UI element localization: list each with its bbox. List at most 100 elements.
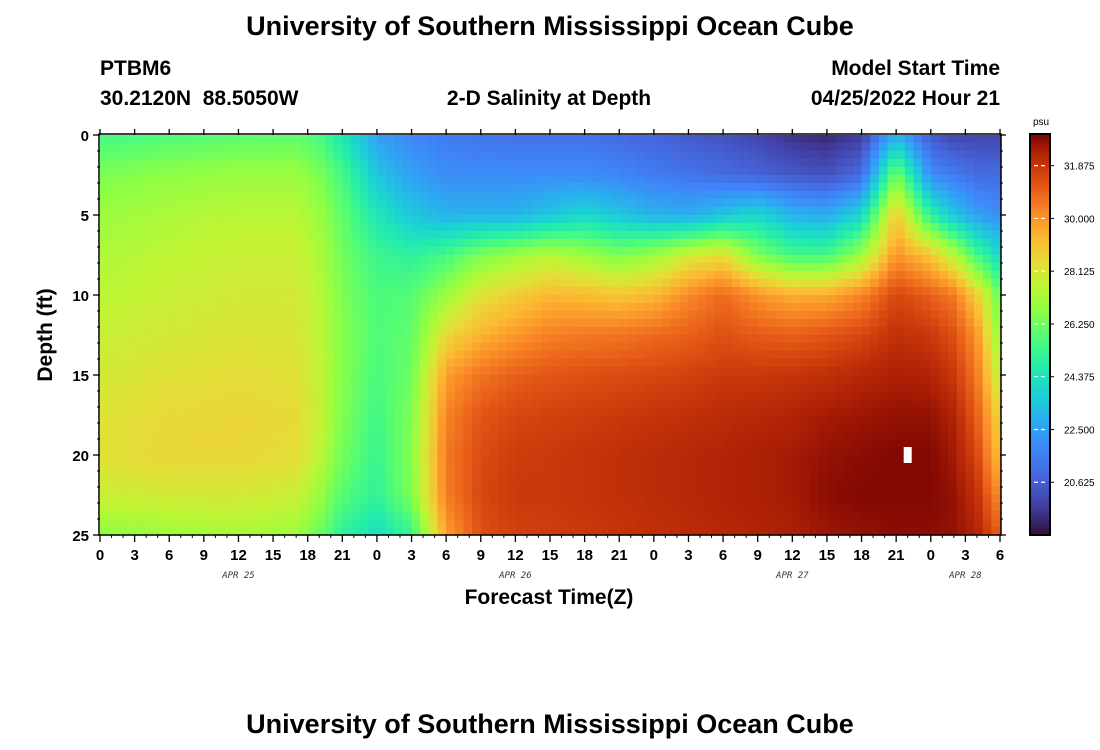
heatmap-cell [325, 399, 335, 408]
heatmap-cell [411, 415, 421, 424]
heatmap-cell [550, 135, 560, 144]
heatmap-cell [922, 439, 932, 448]
heatmap-cell [376, 359, 387, 368]
heatmap-cell [177, 503, 188, 512]
heatmap-cell [229, 479, 240, 488]
heatmap-cell [835, 255, 845, 264]
heatmap-cell [965, 391, 975, 400]
heatmap-cell [454, 231, 465, 240]
heatmap-cell [264, 143, 274, 152]
heatmap-cell [368, 415, 378, 424]
heatmap-cell [731, 439, 741, 448]
heatmap-cell [117, 367, 127, 376]
heatmap-cell [290, 351, 300, 360]
heatmap-cell [186, 479, 196, 488]
heatmap-cell [100, 431, 110, 440]
heatmap-cell [489, 231, 499, 240]
heatmap-cell [844, 479, 854, 488]
heatmap-cell [593, 247, 603, 256]
heatmap-cell [913, 375, 923, 384]
heatmap-cell [705, 263, 716, 272]
heatmap-cell [264, 279, 274, 288]
heatmap-cell [766, 247, 776, 256]
heatmap-cell [783, 407, 793, 416]
heatmap-cell [896, 495, 906, 504]
heatmap-cell [515, 135, 525, 144]
heatmap-cell [368, 343, 378, 352]
heatmap-cell [108, 167, 118, 176]
heatmap-cell [679, 207, 690, 216]
heatmap-cell [316, 471, 326, 480]
heatmap-cell [740, 207, 750, 216]
heatmap-cell [852, 231, 863, 240]
heatmap-cell [697, 375, 707, 384]
heatmap-cell [437, 135, 447, 144]
heatmap-cell [264, 247, 274, 256]
heatmap-cell [558, 215, 568, 224]
heatmap-cell [575, 247, 586, 256]
heatmap-cell [394, 391, 404, 400]
heatmap-cell [809, 479, 819, 488]
heatmap-cell [550, 151, 560, 160]
heatmap-cell [437, 359, 447, 368]
heatmap-cell [307, 431, 317, 440]
heatmap-cell [731, 175, 741, 184]
heatmap-cell [541, 359, 551, 368]
heatmap-cell [558, 495, 568, 504]
heatmap-cell [515, 447, 525, 456]
heatmap-cell [203, 471, 214, 480]
heatmap-cell [792, 463, 802, 472]
heatmap-cell [143, 359, 153, 368]
heatmap-cell [567, 159, 577, 168]
heatmap-cell [575, 263, 586, 272]
heatmap-cell [255, 215, 266, 224]
heatmap-cell [350, 399, 361, 408]
heatmap-cell [299, 463, 309, 472]
heatmap-cell [489, 295, 499, 304]
heatmap-cell [212, 503, 222, 512]
heatmap-cell [316, 511, 326, 520]
heatmap-cell [333, 423, 343, 432]
heatmap-cell [861, 415, 871, 424]
heatmap-cell [714, 351, 724, 360]
heatmap-cell [878, 303, 889, 312]
heatmap-cell [325, 247, 335, 256]
heatmap-cell [593, 463, 603, 472]
heatmap-cell [307, 375, 317, 384]
heatmap-cell [731, 351, 741, 360]
heatmap-cell [800, 439, 811, 448]
heatmap-cell [887, 391, 897, 400]
heatmap-cell [151, 495, 162, 504]
heatmap-cell [290, 343, 300, 352]
heatmap-cell [359, 511, 369, 520]
heatmap-cell [887, 271, 897, 280]
heatmap-cell [627, 279, 638, 288]
heatmap-cell [402, 343, 413, 352]
heatmap-cell [100, 183, 110, 192]
heatmap-cell [333, 479, 343, 488]
heatmap-cell [982, 503, 992, 512]
heatmap-cell [948, 415, 958, 424]
heatmap-cell [281, 391, 291, 400]
heatmap-cell [498, 271, 508, 280]
heatmap-cell [558, 199, 568, 208]
heatmap-cell [134, 223, 144, 232]
heatmap-cell [169, 295, 179, 304]
heatmap-cell [515, 215, 525, 224]
heatmap-cell [887, 335, 897, 344]
heatmap-cell [368, 239, 378, 248]
heatmap-cell [679, 279, 690, 288]
heatmap-cell [662, 343, 672, 352]
heatmap-cell [273, 143, 283, 152]
heatmap-cell [653, 487, 664, 496]
heatmap-cell [610, 151, 620, 160]
heatmap-cell [325, 295, 335, 304]
heatmap-cell [948, 479, 958, 488]
heatmap-cell [151, 231, 162, 240]
heatmap-cell [229, 399, 240, 408]
heatmap-cell [273, 327, 283, 336]
heatmap-cell [203, 279, 214, 288]
heatmap-cell [463, 247, 473, 256]
heatmap-cell [428, 183, 439, 192]
heatmap-cell [160, 431, 170, 440]
